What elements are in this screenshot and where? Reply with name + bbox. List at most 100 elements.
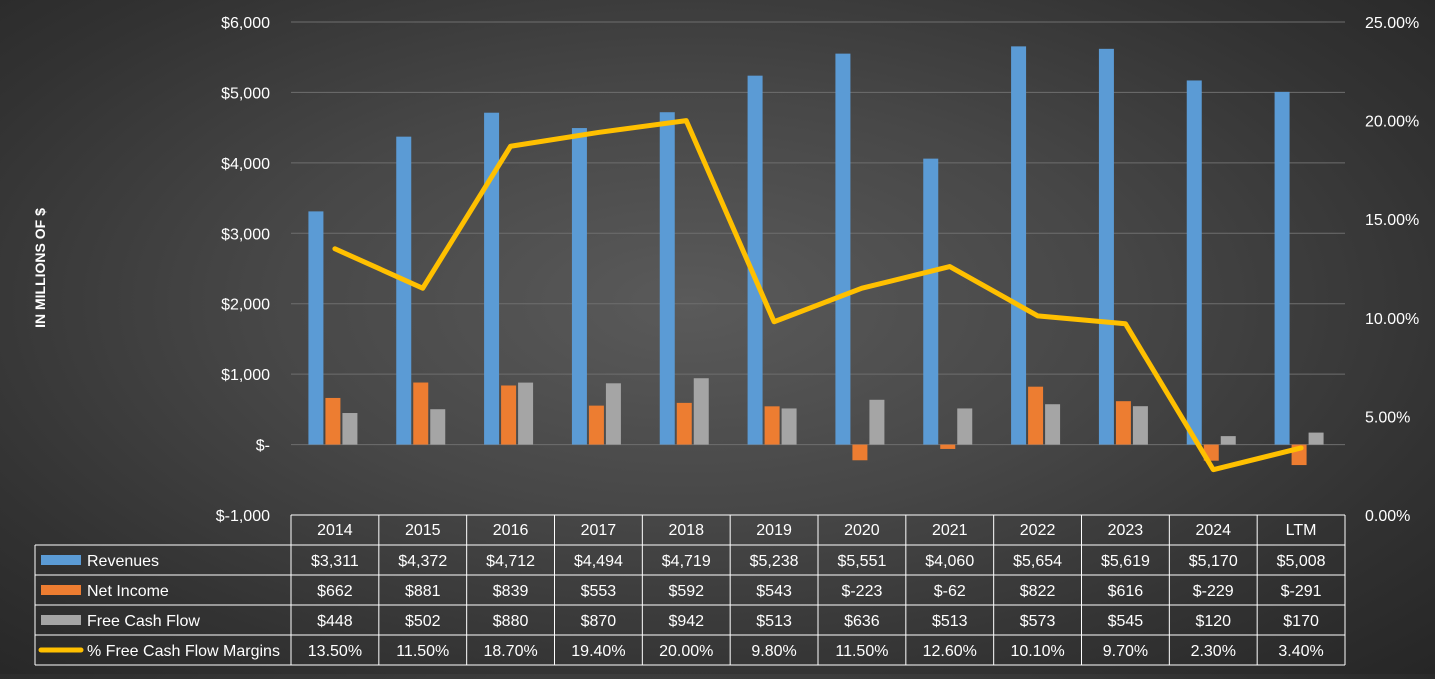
data-label: $4,712 (486, 553, 535, 570)
data-label: 10.10% (1010, 643, 1064, 660)
bar-revenues (1274, 91, 1290, 445)
bar-free-cash-flow (781, 408, 797, 445)
y-left-tick-label: $6,000 (221, 15, 270, 32)
bar-revenues (396, 136, 412, 445)
data-label: $-291 (1281, 583, 1322, 600)
y-left-tick-label: $5,000 (221, 85, 270, 102)
category-label: LTM (1286, 522, 1317, 539)
data-label: 13.50% (308, 643, 362, 660)
bar-revenues (1011, 46, 1027, 445)
legend-key-free-cash-flow (41, 615, 81, 625)
bar-net-income (852, 444, 868, 461)
category-label: 2015 (405, 522, 441, 539)
legend-label: % Free Cash Flow Margins (87, 643, 280, 660)
bar-net-income (764, 406, 780, 445)
legend-label: Net Income (87, 583, 169, 600)
data-label: $5,238 (750, 553, 799, 570)
data-label: $-229 (1193, 583, 1234, 600)
bar-revenues (1186, 80, 1202, 445)
data-label: $880 (493, 613, 529, 630)
bar-revenues (923, 158, 939, 445)
data-label: $573 (1020, 613, 1056, 630)
data-label: $553 (581, 583, 617, 600)
bar-free-cash-flow (957, 408, 973, 445)
bar-free-cash-flow (1220, 436, 1236, 445)
category-label: 2017 (581, 522, 617, 539)
data-label: $5,619 (1101, 553, 1150, 570)
category-label: 2024 (1195, 522, 1231, 539)
data-label: $636 (844, 613, 880, 630)
legend-key-revenues (41, 555, 81, 565)
data-label: $-62 (934, 583, 966, 600)
bar-net-income (940, 444, 956, 449)
category-label: 2019 (756, 522, 792, 539)
y-left-tick-label: $4,000 (221, 156, 270, 173)
bar-revenues (484, 112, 500, 445)
category-label: 2023 (1108, 522, 1144, 539)
legend-label: Revenues (87, 553, 159, 570)
data-label: $5,008 (1277, 553, 1326, 570)
bar-revenues (747, 75, 763, 445)
data-label: 3.40% (1278, 643, 1323, 660)
bar-revenues (571, 128, 587, 445)
data-label: $592 (668, 583, 704, 600)
data-label: 12.60% (923, 643, 977, 660)
data-label: $170 (1283, 613, 1319, 630)
data-label: 11.50% (396, 643, 449, 660)
bar-revenues (308, 211, 324, 445)
data-label: $870 (581, 613, 617, 630)
bar-net-income (1028, 386, 1044, 445)
data-label: $4,494 (574, 553, 623, 570)
data-label: $448 (317, 613, 353, 630)
data-label: $662 (317, 583, 353, 600)
data-label: $545 (1108, 613, 1144, 630)
category-label: 2020 (844, 522, 880, 539)
bar-free-cash-flow (430, 409, 446, 445)
bar-free-cash-flow (693, 378, 709, 445)
data-label: $4,060 (925, 553, 974, 570)
bar-net-income (588, 405, 604, 445)
category-label: 2021 (932, 522, 968, 539)
data-label: 9.80% (751, 643, 796, 660)
legend-key-net-income (41, 585, 81, 595)
bar-free-cash-flow (869, 399, 885, 445)
legend-label: Free Cash Flow (87, 613, 200, 630)
data-label: 18.70% (483, 643, 537, 660)
bar-free-cash-flow (1308, 432, 1324, 445)
category-label: 2018 (668, 522, 704, 539)
data-label: 2.30% (1191, 643, 1236, 660)
data-label: $513 (756, 613, 792, 630)
bar-free-cash-flow (605, 383, 621, 445)
data-label: $5,170 (1189, 553, 1238, 570)
bar-free-cash-flow (342, 413, 358, 445)
y-right-tick-label: 10.00% (1365, 311, 1419, 328)
data-label: $513 (932, 613, 968, 630)
line--free-cash-flow-margins (332, 118, 1304, 473)
y-left-tick-label: $3,000 (221, 226, 270, 243)
category-label: 2014 (317, 522, 353, 539)
data-label: 9.70% (1103, 643, 1148, 660)
y-axis-title: IN MILLIONS OF $ (32, 208, 48, 328)
category-label: 2016 (493, 522, 529, 539)
data-label: $543 (756, 583, 792, 600)
y-left-tick-label: $1,000 (221, 367, 270, 384)
data-label: $5,551 (837, 553, 886, 570)
data-label: $616 (1108, 583, 1144, 600)
bar-free-cash-flow (1045, 404, 1061, 445)
bar-revenues (659, 112, 675, 445)
y-right-tick-label: 20.00% (1365, 114, 1419, 131)
bar-free-cash-flow (1132, 406, 1148, 445)
data-label: $839 (493, 583, 529, 600)
data-label: $822 (1020, 583, 1056, 600)
data-label: $4,719 (662, 553, 711, 570)
data-label: $502 (405, 613, 441, 630)
data-label: $4,372 (398, 553, 447, 570)
y-left-tick-label: $- (256, 438, 270, 455)
data-label: $5,654 (1013, 553, 1062, 570)
y-left-tick-label: $2,000 (221, 297, 270, 314)
bar-net-income (501, 385, 517, 445)
data-label: $120 (1195, 613, 1231, 630)
data-label: $942 (668, 613, 704, 630)
